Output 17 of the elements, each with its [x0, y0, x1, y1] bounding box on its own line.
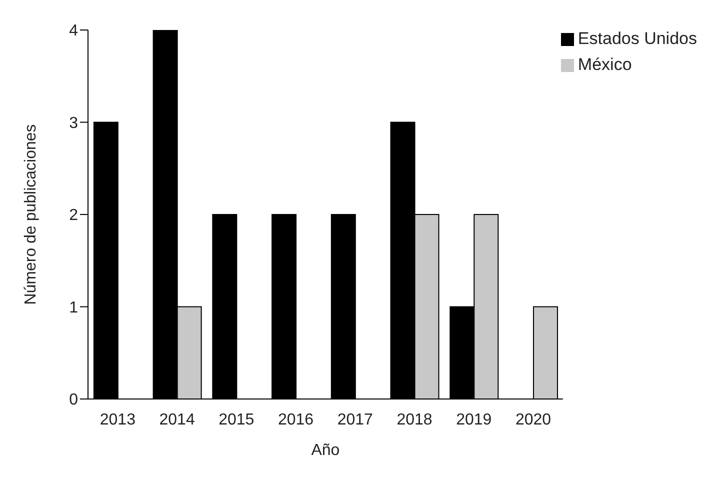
- x-tick-label: 2014: [159, 411, 195, 428]
- x-tick-label: 2016: [278, 411, 314, 428]
- y-tick-label: 1: [69, 299, 78, 316]
- y-tick-label: 4: [69, 22, 78, 40]
- x-tick-label: 2018: [396, 411, 432, 428]
- legend-label: Estados Unidos: [578, 29, 697, 48]
- x-tick-label: 2020: [515, 411, 552, 428]
- x-axis-title: Año: [311, 442, 340, 459]
- y-tick-label: 0: [69, 392, 78, 409]
- y-tick-label: 2: [69, 207, 78, 224]
- x-tick-label: 2019: [456, 411, 492, 428]
- x-tick-label: 2017: [337, 411, 374, 428]
- y-tick-label: 3: [69, 114, 78, 132]
- x-tick-label: 2015: [218, 411, 254, 428]
- y-axis-title: Número de publicaciones: [22, 124, 40, 305]
- legend-label: México: [578, 55, 632, 74]
- x-tick-label: 2013: [100, 411, 136, 428]
